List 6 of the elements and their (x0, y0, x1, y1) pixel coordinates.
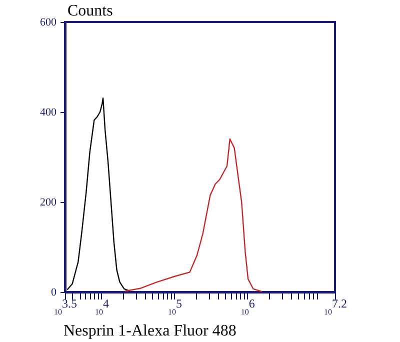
y-tick-label: 400 (40, 106, 57, 118)
y-tick-label: 200 (40, 196, 57, 208)
y-tick-label: 600 (40, 16, 57, 28)
y-tick-label: 0 (51, 286, 57, 298)
y-axis-title: Counts (68, 2, 113, 20)
x-axis-title: Nesprin 1-Alexa Fluor 488 (64, 322, 236, 340)
